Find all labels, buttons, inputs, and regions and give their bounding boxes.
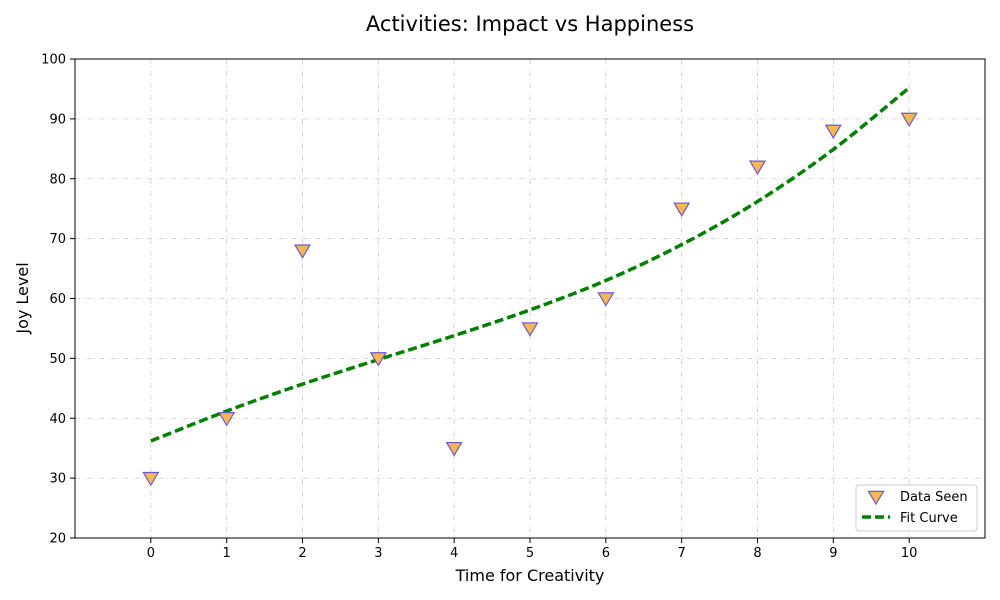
y-tick-label: 20 bbox=[49, 532, 66, 547]
x-tick-label: 1 bbox=[223, 546, 231, 561]
grid-lines bbox=[75, 59, 985, 538]
data-point bbox=[142, 471, 160, 487]
x-tick-label: 8 bbox=[753, 546, 761, 561]
x-axis-ticks: 0 1 2 3 4 5 6 7 8 9 10 bbox=[147, 538, 918, 561]
y-tick-label: 30 bbox=[49, 472, 66, 487]
data-point bbox=[673, 202, 691, 217]
y-axis-ticks: 20 30 40 50 60 70 80 90 100 bbox=[41, 53, 75, 547]
legend: Data Seen Fit Curve bbox=[855, 484, 978, 532]
x-tick-label: 7 bbox=[678, 546, 686, 561]
legend-label-data-seen: Data Seen bbox=[900, 490, 968, 505]
y-tick-label: 40 bbox=[49, 412, 66, 427]
x-tick-label: 5 bbox=[526, 546, 534, 561]
y-tick-label: 90 bbox=[49, 112, 66, 127]
data-points-layer bbox=[142, 112, 918, 487]
x-tick-label: 3 bbox=[374, 546, 382, 561]
fit-curve-layer bbox=[150, 86, 911, 443]
legend-label-fit-curve: Fit Curve bbox=[900, 511, 958, 526]
y-tick-label: 70 bbox=[49, 232, 66, 247]
y-tick-label: 50 bbox=[49, 352, 66, 367]
data-point bbox=[293, 244, 312, 259]
y-tick-label: 60 bbox=[49, 292, 66, 307]
data-point bbox=[521, 322, 539, 337]
x-tick-label: 9 bbox=[829, 546, 837, 561]
legend-box bbox=[855, 484, 978, 532]
data-point bbox=[597, 292, 615, 307]
data-point bbox=[900, 112, 918, 128]
y-tick-label: 80 bbox=[49, 172, 66, 187]
data-point bbox=[824, 124, 842, 140]
y-tick-label: 100 bbox=[41, 53, 66, 68]
x-tick-label: 4 bbox=[450, 546, 458, 561]
y-axis-title: Joy Level bbox=[13, 262, 32, 334]
legend-marker-data-seen bbox=[867, 490, 885, 506]
x-axis-title: Time for Creativity bbox=[455, 566, 605, 585]
x-tick-label: 10 bbox=[901, 546, 918, 561]
chart-title: Activities: Impact vs Happiness bbox=[366, 12, 694, 36]
x-tick-label: 6 bbox=[602, 546, 610, 561]
fit-curve-line bbox=[150, 86, 911, 443]
data-point bbox=[218, 412, 236, 427]
data-point bbox=[369, 352, 387, 367]
x-tick-label: 0 bbox=[147, 546, 155, 561]
data-point bbox=[445, 441, 463, 457]
x-tick-label: 2 bbox=[298, 546, 306, 561]
data-point bbox=[748, 160, 767, 176]
